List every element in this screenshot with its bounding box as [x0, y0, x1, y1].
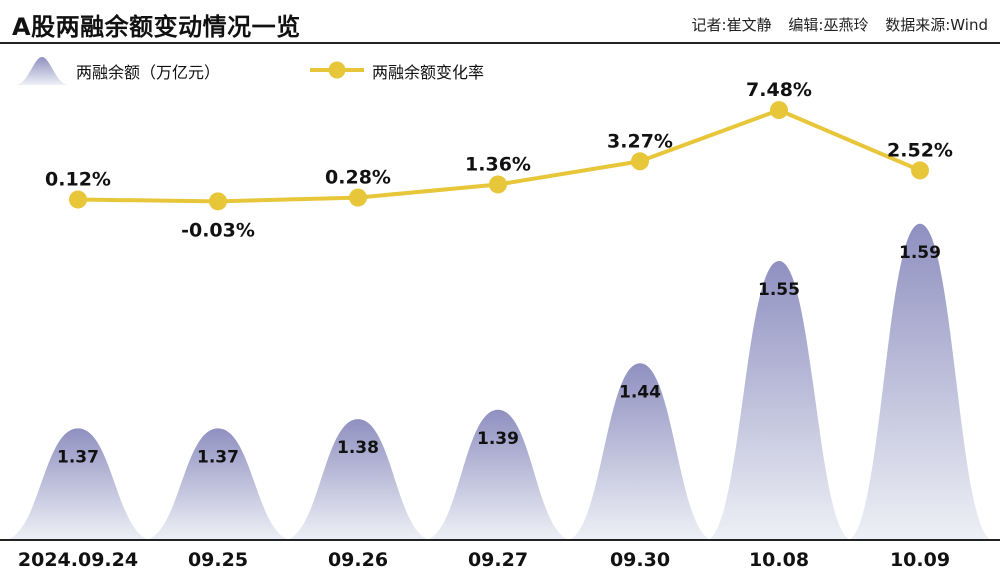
x-tick-label: 10.09	[890, 549, 950, 571]
legend-peak-icon	[16, 57, 68, 85]
x-tick-label: 10.08	[749, 549, 809, 571]
rate-value-label: -0.03%	[181, 219, 255, 241]
rate-value-label: 0.28%	[325, 167, 391, 189]
rate-value-label: 2.52%	[887, 139, 953, 161]
balance-value-label: 1.44	[619, 382, 661, 402]
balance-peak-09.25	[146, 428, 290, 540]
chart-header: A股两融余额变动情况一览 记者:崔文静 编辑:巫燕玲 数据来源:Wind	[0, 0, 1000, 44]
balance-peak-10.08	[707, 261, 851, 540]
balance-peak-09.30	[568, 363, 712, 540]
rate-marker	[911, 161, 929, 180]
chart-credits: 记者:崔文静 编辑:巫燕玲 数据来源:Wind	[680, 14, 988, 35]
x-tick-label: 2024.09.24	[18, 549, 138, 571]
balance-value-label: 1.37	[197, 447, 239, 467]
balance-value-label: 1.39	[477, 429, 519, 449]
rate-marker	[770, 101, 788, 120]
balance-value-label: 1.55	[758, 280, 800, 300]
rate-series: 0.12% -0.03% 0.28% 1.36% 3.27% 7.48% 2.52%	[45, 79, 953, 241]
rate-marker	[69, 190, 87, 209]
balance-peaks	[6, 223, 992, 541]
balance-value-label: 1.37	[57, 447, 99, 467]
balance-labels: 1.37 1.37 1.38 1.39 1.44 1.55 1.59	[57, 243, 941, 468]
reporter-credit: 记者:崔文静	[691, 16, 772, 34]
rate-value-label: 1.36%	[465, 153, 531, 175]
rate-marker	[209, 192, 227, 211]
balance-peak-10.09	[848, 223, 992, 541]
rate-value-label: 0.12%	[45, 169, 111, 191]
editor-credit: 编辑:巫燕玲	[788, 16, 869, 34]
rate-marker	[631, 152, 649, 171]
legend-label-rate: 两融余额变化率	[372, 63, 485, 82]
rate-value-label: 7.48%	[746, 79, 812, 101]
balance-peak-09.26	[286, 419, 430, 540]
x-axis-ticks: 2024.09.24 09.25 09.26 09.27 09.30 10.08 10.09	[18, 549, 950, 571]
x-tick-label: 09.27	[468, 549, 528, 571]
rate-value-label: 3.27%	[607, 130, 673, 152]
rate-marker	[349, 188, 367, 207]
balance-peak-2024.09.24	[6, 428, 150, 540]
legend-label-balance: 两融余额（万亿元）	[76, 63, 221, 82]
x-tick-label: 09.25	[188, 549, 248, 571]
balance-value-label: 1.38	[337, 438, 379, 458]
chart-title: A股两融余额变动情况一览	[12, 13, 301, 41]
legend-line-icon	[310, 61, 364, 79]
balance-peak-09.27	[426, 409, 570, 540]
x-tick-label: 09.26	[328, 549, 388, 571]
balance-value-label: 1.59	[899, 243, 941, 263]
x-tick-label: 09.30	[610, 549, 670, 571]
source-credit: 数据来源:Wind	[885, 16, 988, 34]
rate-marker	[489, 175, 507, 194]
